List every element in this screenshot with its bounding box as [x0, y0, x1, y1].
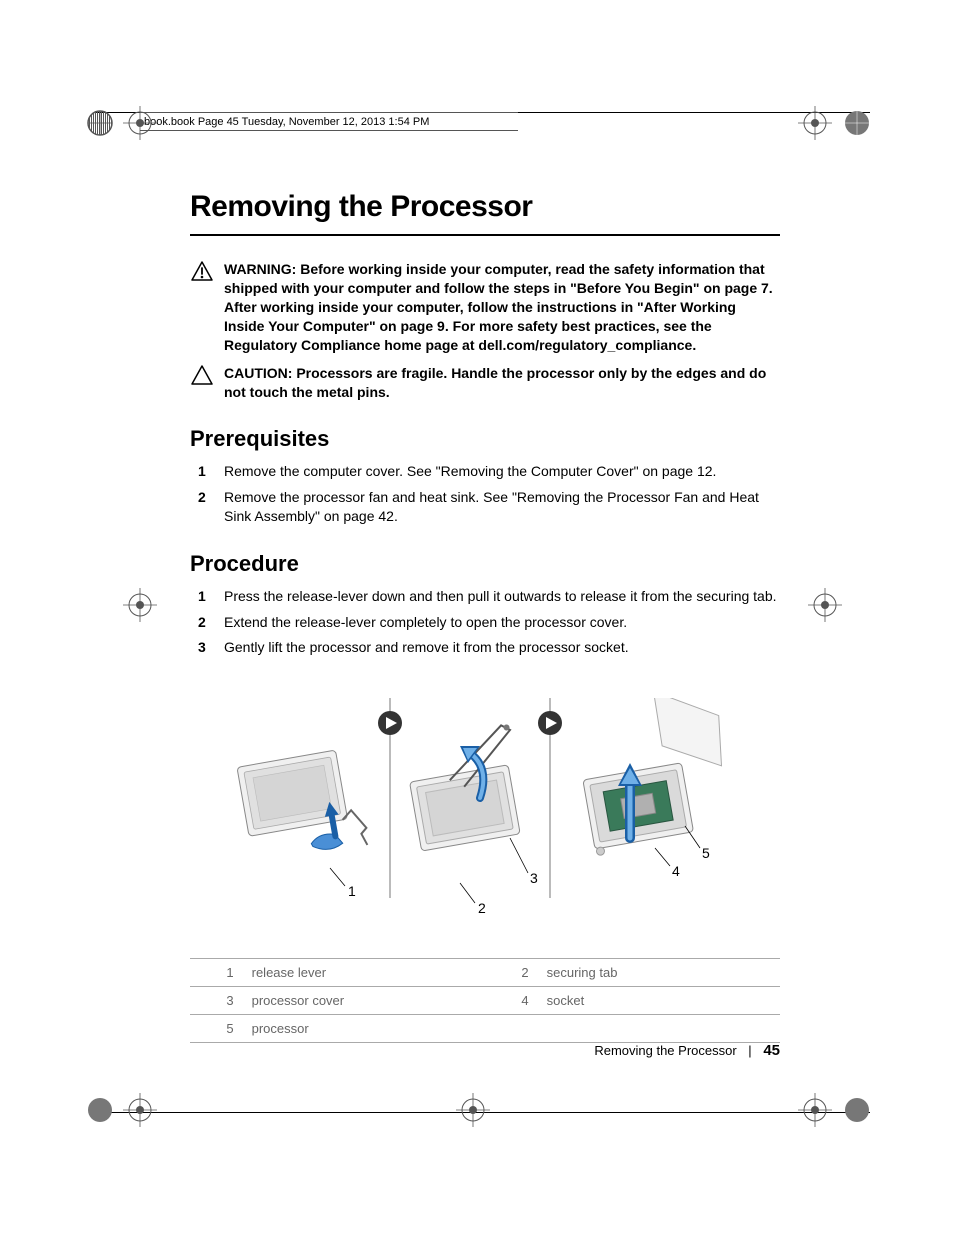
content-body: Removing the Processor WARNING: Before w…	[190, 190, 780, 1043]
procedure-heading: Procedure	[190, 551, 780, 577]
list-item: Press the release-lever down and then pu…	[190, 587, 780, 607]
warning-notice: WARNING: Before working inside your comp…	[190, 260, 780, 354]
procedure-diagram: 1	[190, 698, 780, 928]
caution-text: CAUTION: Processors are fragile. Handle …	[224, 364, 780, 402]
list-item: Remove the computer cover. See "Removing…	[190, 462, 780, 482]
footer-separator: |	[748, 1043, 751, 1058]
list-item: Remove the processor fan and heat sink. …	[190, 488, 780, 527]
legend-num: 2	[485, 958, 539, 986]
legend-label: release lever	[244, 958, 485, 986]
legend-num: 1	[190, 958, 244, 986]
legend-label: processor	[244, 1014, 485, 1042]
legend-num: 3	[190, 986, 244, 1014]
document-page: book.book Page 45 Tuesday, November 12, …	[0, 0, 954, 1235]
callout-2: 2	[478, 900, 486, 916]
procedure-list: Press the release-lever down and then pu…	[190, 587, 780, 658]
caution-label: CAUTION:	[224, 365, 292, 381]
page-title: Removing the Processor	[190, 190, 780, 224]
crop-mark-mid-left	[85, 580, 175, 640]
table-row: 5 processor	[190, 1014, 780, 1042]
legend-num: 5	[190, 1014, 244, 1042]
table-row: 3 processor cover 4 socket	[190, 986, 780, 1014]
legend-num	[485, 1014, 539, 1042]
crop-mark-bottom-left	[85, 1085, 175, 1145]
caution-notice: CAUTION: Processors are fragile. Handle …	[190, 364, 780, 402]
warning-text: WARNING: Before working inside your comp…	[224, 260, 780, 354]
crop-mark-bottom-center	[428, 1085, 518, 1145]
callout-1: 1	[348, 883, 356, 899]
table-row: 1 release lever 2 securing tab	[190, 958, 780, 986]
crop-mark-top-right	[785, 98, 875, 158]
legend-label	[539, 1014, 780, 1042]
running-header: book.book Page 45 Tuesday, November 12, …	[144, 116, 429, 128]
legend-label: processor cover	[244, 986, 485, 1014]
warning-icon	[190, 260, 214, 354]
caution-body: Processors are fragile. Handle the proce…	[224, 365, 766, 400]
callout-4: 4	[672, 863, 680, 879]
callout-5: 5	[702, 845, 710, 861]
caution-icon	[190, 364, 214, 402]
footer-page-number: 45	[763, 1042, 780, 1059]
crop-mark-top-left	[85, 98, 175, 158]
legend-label: socket	[539, 986, 780, 1014]
list-item: Extend the release-lever completely to o…	[190, 613, 780, 633]
list-item: Gently lift the processor and remove it …	[190, 638, 780, 658]
header-overline	[140, 112, 518, 113]
prerequisites-heading: Prerequisites	[190, 426, 780, 452]
legend-num: 4	[485, 986, 539, 1014]
legend-label: securing tab	[539, 958, 780, 986]
prerequisites-list: Remove the computer cover. See "Removing…	[190, 462, 780, 527]
header-underline	[140, 130, 518, 131]
warning-body: Before working inside your computer, rea…	[224, 261, 773, 353]
title-rule	[190, 234, 780, 236]
warning-label: WARNING:	[224, 261, 296, 277]
crop-mark-mid-right	[795, 580, 885, 640]
callout-legend: 1 release lever 2 securing tab 3 process…	[190, 958, 780, 1043]
callout-3: 3	[530, 870, 538, 886]
footer-section: Removing the Processor	[594, 1043, 736, 1058]
page-footer: Removing the Processor | 45	[190, 1042, 780, 1059]
crop-mark-bottom-right	[785, 1085, 875, 1145]
